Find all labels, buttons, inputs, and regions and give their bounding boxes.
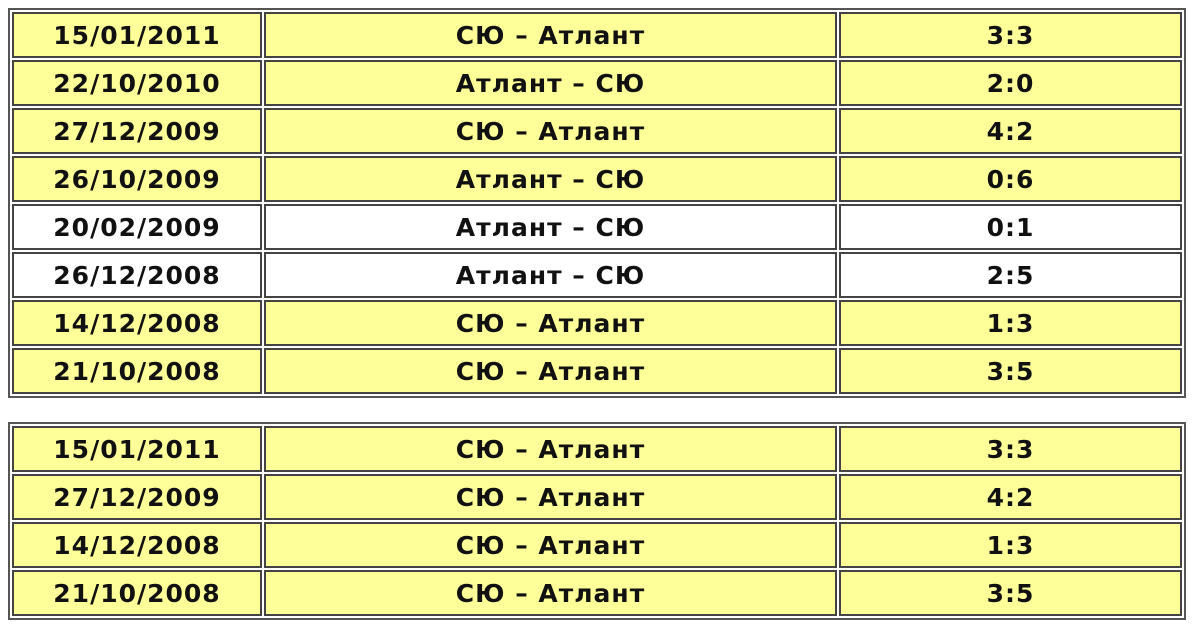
table-row: 22/10/2010 Атлант – СЮ 2:0 [12,60,1182,106]
match-cell: СЮ – Атлант [264,474,837,520]
match-cell: СЮ – Атлант [264,426,837,472]
date-cell: 26/10/2009 [12,156,262,202]
score-cell: 4:2 [839,108,1182,154]
date-cell: 14/12/2008 [12,300,262,346]
match-cell: СЮ – Атлант [264,570,837,616]
match-cell: СЮ – Атлант [264,522,837,568]
date-cell: 15/01/2011 [12,426,262,472]
table-row: 21/10/2008 СЮ – Атлант 3:5 [12,348,1182,394]
date-cell: 15/01/2011 [12,12,262,58]
score-cell: 1:3 [839,300,1182,346]
table-row: 15/01/2011 СЮ – Атлант 3:3 [12,426,1182,472]
table-row: 15/01/2011 СЮ – Атлант 3:3 [12,12,1182,58]
table-row: 20/02/2009 Атлант – СЮ 0:1 [12,204,1182,250]
table-body: 15/01/2011 СЮ – Атлант 3:3 22/10/2010 Атлант… [12,12,1182,394]
table-row: 26/12/2008 Атлант – СЮ 2:5 [12,252,1182,298]
table-row: 27/12/2009 СЮ – Атлант 4:2 [12,474,1182,520]
date-cell: 27/12/2009 [12,474,262,520]
table-row: 27/12/2009 СЮ – Атлант 4:2 [12,108,1182,154]
match-cell: Атлант – СЮ [264,252,837,298]
all-matches-table: 15/01/2011 СЮ – Атлант 3:3 22/10/2010 Атлант… [8,8,1186,398]
table-row: 14/12/2008 СЮ – Атлант 1:3 [12,300,1182,346]
score-cell: 1:3 [839,522,1182,568]
date-cell: 14/12/2008 [12,522,262,568]
score-cell: 0:1 [839,204,1182,250]
score-cell: 2:5 [839,252,1182,298]
match-cell: Атлант – СЮ [264,204,837,250]
match-cell: СЮ – Атлант [264,12,837,58]
score-cell: 3:3 [839,426,1182,472]
table-body: 15/01/2011 СЮ – Атлант 3:3 27/12/2009 СЮ – А… [12,426,1182,616]
date-cell: 21/10/2008 [12,348,262,394]
home-matches-table: 15/01/2011 СЮ – Атлант 3:3 27/12/2009 СЮ – А… [8,422,1186,620]
date-cell: 27/12/2009 [12,108,262,154]
table-row: 14/12/2008 СЮ – Атлант 1:3 [12,522,1182,568]
score-cell: 0:6 [839,156,1182,202]
score-cell: 3:5 [839,348,1182,394]
date-cell: 21/10/2008 [12,570,262,616]
match-cell: Атлант – СЮ [264,60,837,106]
table-row: 26/10/2009 Атлант – СЮ 0:6 [12,156,1182,202]
table-row: 21/10/2008 СЮ – Атлант 3:5 [12,570,1182,616]
date-cell: 20/02/2009 [12,204,262,250]
match-cell: Атлант – СЮ [264,156,837,202]
date-cell: 22/10/2010 [12,60,262,106]
match-cell: СЮ – Атлант [264,108,837,154]
match-cell: СЮ – Атлант [264,300,837,346]
score-cell: 3:3 [839,12,1182,58]
score-cell: 2:0 [839,60,1182,106]
date-cell: 26/12/2008 [12,252,262,298]
score-cell: 4:2 [839,474,1182,520]
match-cell: СЮ – Атлант [264,348,837,394]
score-cell: 3:5 [839,570,1182,616]
